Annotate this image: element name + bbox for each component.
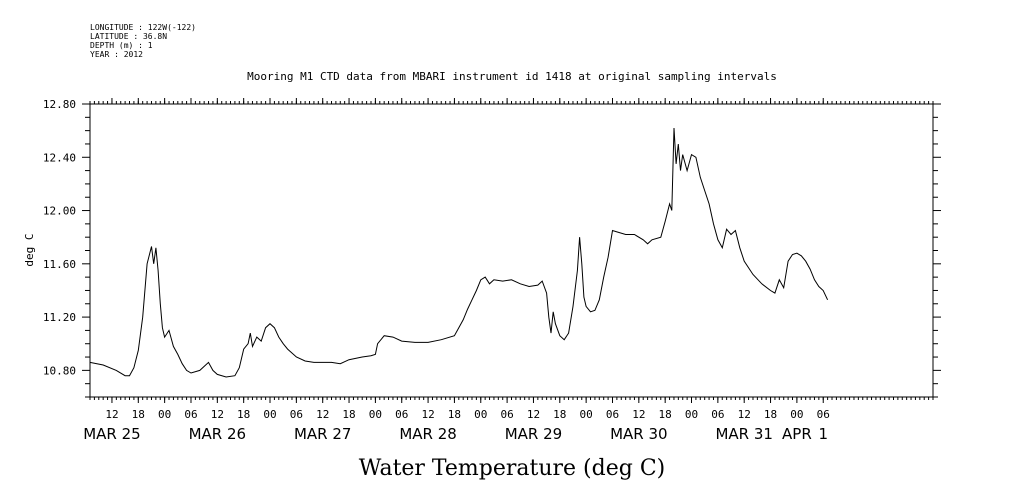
- x-day-label: 1: [818, 425, 828, 443]
- x-day-label: MAR 25: [83, 425, 140, 443]
- y-tick-label: 12.40: [43, 151, 76, 164]
- x-tick-label: 18: [342, 408, 355, 421]
- y-tick-label: 10.80: [43, 364, 76, 377]
- x-tick-label: 06: [606, 408, 619, 421]
- meta-depth: DEPTH (m) : 1: [90, 41, 153, 50]
- y-axis: 10.80 11.20 11.60 12.00 12.40 12.80: [43, 98, 941, 398]
- y-tick-label: 11.60: [43, 258, 76, 271]
- plot-frame: [89, 103, 934, 398]
- x-day-label: MAR 28: [399, 425, 456, 443]
- series-line: [89, 127, 829, 378]
- x-tick-label: 18: [659, 408, 672, 421]
- x-day-label: MAR 31: [715, 425, 772, 443]
- x-tick-label: 06: [817, 408, 830, 421]
- x-tick-label: 18: [553, 408, 566, 421]
- meta-longitude: LONGITUDE : 122W(-122): [90, 23, 196, 32]
- x-tick-label: 12: [527, 408, 540, 421]
- chart-title: Mooring M1 CTD data from MBARI instrumen…: [247, 70, 777, 83]
- x-day-label: MAR 27: [294, 425, 351, 443]
- x-tick-label: 00: [790, 408, 803, 421]
- meta-year: YEAR : 2012: [90, 50, 143, 59]
- x-tick-label: 18: [448, 408, 461, 421]
- y-tick-label: 11.20: [43, 311, 76, 324]
- y-tick-label: 12.00: [43, 205, 76, 218]
- x-tick-label: 12: [421, 408, 434, 421]
- x-tick-label: 06: [290, 408, 303, 421]
- y-tick-label: 12.80: [43, 98, 76, 111]
- x-tick-label: 00: [580, 408, 593, 421]
- x-tick-label: 18: [132, 408, 145, 421]
- x-tick-label: 00: [158, 408, 171, 421]
- x-day-label: MAR 26: [189, 425, 246, 443]
- x-tick-label: 18: [764, 408, 777, 421]
- x-day-label: APR: [782, 425, 812, 443]
- x-tick-label: 00: [474, 408, 487, 421]
- x-axis-label: Water Temperature (deg C): [359, 456, 666, 481]
- x-tick-label: 06: [395, 408, 408, 421]
- metadata-block: LONGITUDE : 122W(-122) LATITUDE : 36.8N …: [90, 23, 196, 59]
- x-day-label: MAR 30: [610, 425, 667, 443]
- y-axis-label: deg C: [23, 233, 36, 266]
- x-tick-label: 06: [184, 408, 197, 421]
- meta-latitude: LATITUDE : 36.8N: [90, 32, 167, 41]
- x-tick-label: 00: [685, 408, 698, 421]
- x-day-label: MAR 29: [505, 425, 562, 443]
- x-tick-label: 12: [211, 408, 224, 421]
- x-tick-label: 12: [632, 408, 645, 421]
- x-tick-label: 18: [237, 408, 250, 421]
- x-tick-label: 06: [711, 408, 724, 421]
- x-tick-label: 00: [369, 408, 382, 421]
- x-axis: 12 18 00 06 12 18 00 06 12 18 00 06 12 18 00 06 12 18 00 06…: [83, 98, 934, 443]
- x-tick-label: 12: [316, 408, 329, 421]
- x-tick-label: 06: [500, 408, 513, 421]
- x-tick-label: 12: [738, 408, 751, 421]
- x-tick-label: 00: [263, 408, 276, 421]
- x-tick-label: 12: [105, 408, 118, 421]
